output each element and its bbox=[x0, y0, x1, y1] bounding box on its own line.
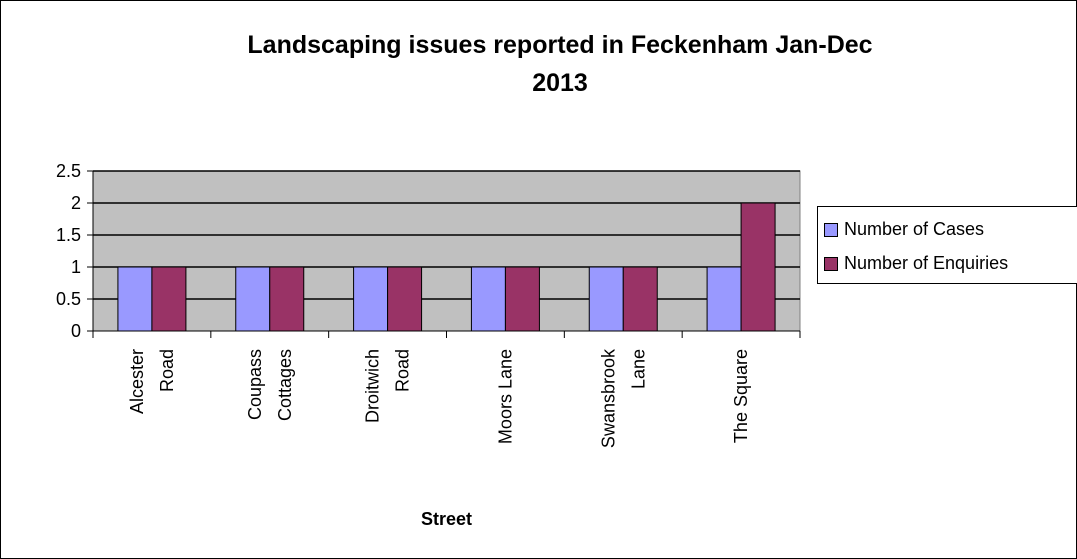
x-tick-label-line: Lane bbox=[628, 349, 648, 389]
y-tick-label: 1 bbox=[71, 257, 81, 277]
bar-enquiries bbox=[740, 202, 776, 332]
bar-cases bbox=[706, 266, 742, 332]
x-tick-label-line: Alcester bbox=[127, 349, 147, 414]
x-tick-label: Droitwich Road bbox=[363, 349, 413, 423]
legend: Number of Cases Number of Enquiries bbox=[817, 206, 1077, 284]
bar-cases bbox=[588, 266, 624, 332]
bar-cases bbox=[353, 266, 389, 332]
bar-cases bbox=[235, 266, 271, 332]
y-tick-label: 0 bbox=[71, 321, 81, 341]
bar-enquiries bbox=[622, 266, 658, 332]
x-tick-label-line: Road bbox=[157, 349, 177, 392]
x-tick-label: Swansbrook Lane bbox=[598, 348, 648, 448]
x-tick-label-line: The Square bbox=[731, 349, 751, 443]
bar-enquiries bbox=[269, 266, 305, 332]
y-tick-label: 2.5 bbox=[56, 161, 81, 181]
x-tick-label: Coupass Cottages bbox=[245, 349, 295, 421]
chart-title-line1: Landscaping issues reported in Feckenham… bbox=[247, 31, 873, 59]
bar-enquiries bbox=[151, 266, 187, 332]
bar-enquiries bbox=[387, 266, 423, 332]
y-tick-label: 1.5 bbox=[56, 225, 81, 245]
x-tick-label: Alcester Road bbox=[127, 349, 177, 414]
legend-swatch-enquiries bbox=[824, 256, 838, 271]
x-tick-label-line: Road bbox=[393, 349, 413, 392]
chart-title-line2: 2013 bbox=[532, 69, 588, 97]
x-tick-label-line: Swansbrook bbox=[598, 348, 618, 448]
legend-item-enquiries: Number of Enquiries bbox=[824, 253, 1008, 274]
x-tick-label: Moors Lane bbox=[495, 349, 515, 444]
bar-enquiries bbox=[504, 266, 540, 332]
x-tick-label-line: Cottages bbox=[275, 349, 295, 421]
legend-label-enquiries: Number of Enquiries bbox=[844, 253, 1009, 273]
x-tick-label-line: Droitwich bbox=[363, 349, 383, 423]
legend-swatch-cases bbox=[824, 222, 838, 237]
x-tick-label-line: Moors Lane bbox=[495, 349, 515, 444]
y-tick-label: 2 bbox=[71, 193, 81, 213]
x-tick-label: The Square bbox=[731, 349, 751, 443]
legend-label-cases: Number of Cases bbox=[844, 219, 985, 239]
x-tick-label-line: Coupass bbox=[245, 349, 265, 420]
x-axis-title: Street bbox=[421, 509, 472, 529]
chart-title: Landscaping issues reported in Feckenham… bbox=[120, 26, 1000, 102]
plot-area bbox=[92, 170, 801, 332]
bar-cases bbox=[470, 266, 506, 332]
bar-cases bbox=[117, 266, 153, 332]
y-tick-label: 0.5 bbox=[56, 289, 81, 309]
legend-item-cases: Number of Cases bbox=[824, 219, 984, 240]
